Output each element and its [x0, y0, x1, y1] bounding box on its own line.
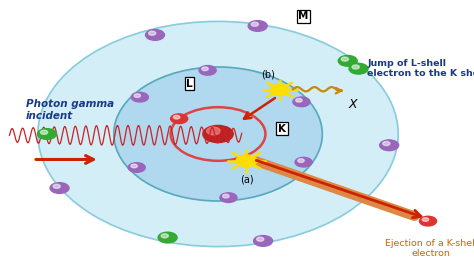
Circle shape — [171, 114, 188, 124]
Circle shape — [134, 94, 140, 98]
Circle shape — [270, 84, 289, 95]
Circle shape — [50, 183, 69, 193]
Circle shape — [298, 159, 304, 162]
Text: (a): (a) — [240, 174, 253, 184]
Circle shape — [128, 163, 145, 172]
Circle shape — [256, 237, 264, 241]
Text: (b): (b) — [261, 70, 275, 80]
Circle shape — [199, 65, 216, 75]
Circle shape — [161, 234, 168, 238]
Ellipse shape — [38, 21, 398, 247]
Circle shape — [131, 164, 137, 168]
Circle shape — [293, 97, 310, 107]
Circle shape — [352, 65, 359, 69]
Circle shape — [419, 216, 437, 226]
Circle shape — [207, 127, 220, 135]
Text: Photon gamma
incident: Photon gamma incident — [26, 99, 114, 121]
Circle shape — [158, 232, 177, 243]
Text: Ejection of a K-shell
electron: Ejection of a K-shell electron — [385, 239, 474, 258]
Circle shape — [202, 67, 208, 71]
Circle shape — [131, 92, 148, 102]
Circle shape — [223, 194, 229, 198]
Circle shape — [349, 63, 368, 74]
Circle shape — [422, 218, 428, 221]
Text: Jump of L-shell
electron to the K shell: Jump of L-shell electron to the K shell — [367, 59, 474, 78]
Circle shape — [341, 57, 348, 61]
Circle shape — [383, 142, 390, 146]
Circle shape — [295, 157, 312, 167]
Circle shape — [338, 55, 357, 66]
Circle shape — [53, 184, 60, 188]
Circle shape — [37, 129, 56, 139]
Circle shape — [254, 236, 273, 246]
Circle shape — [146, 29, 164, 40]
Text: M: M — [298, 11, 309, 21]
Circle shape — [251, 22, 258, 26]
Ellipse shape — [114, 67, 322, 201]
Text: K: K — [278, 124, 286, 134]
Circle shape — [296, 98, 302, 102]
Circle shape — [148, 31, 156, 35]
Circle shape — [248, 21, 267, 31]
Circle shape — [40, 130, 48, 134]
Text: L: L — [186, 79, 193, 89]
Text: X: X — [348, 98, 357, 111]
Circle shape — [220, 193, 237, 203]
Circle shape — [236, 155, 257, 167]
Circle shape — [203, 125, 233, 143]
Circle shape — [380, 140, 399, 151]
Circle shape — [173, 115, 180, 119]
